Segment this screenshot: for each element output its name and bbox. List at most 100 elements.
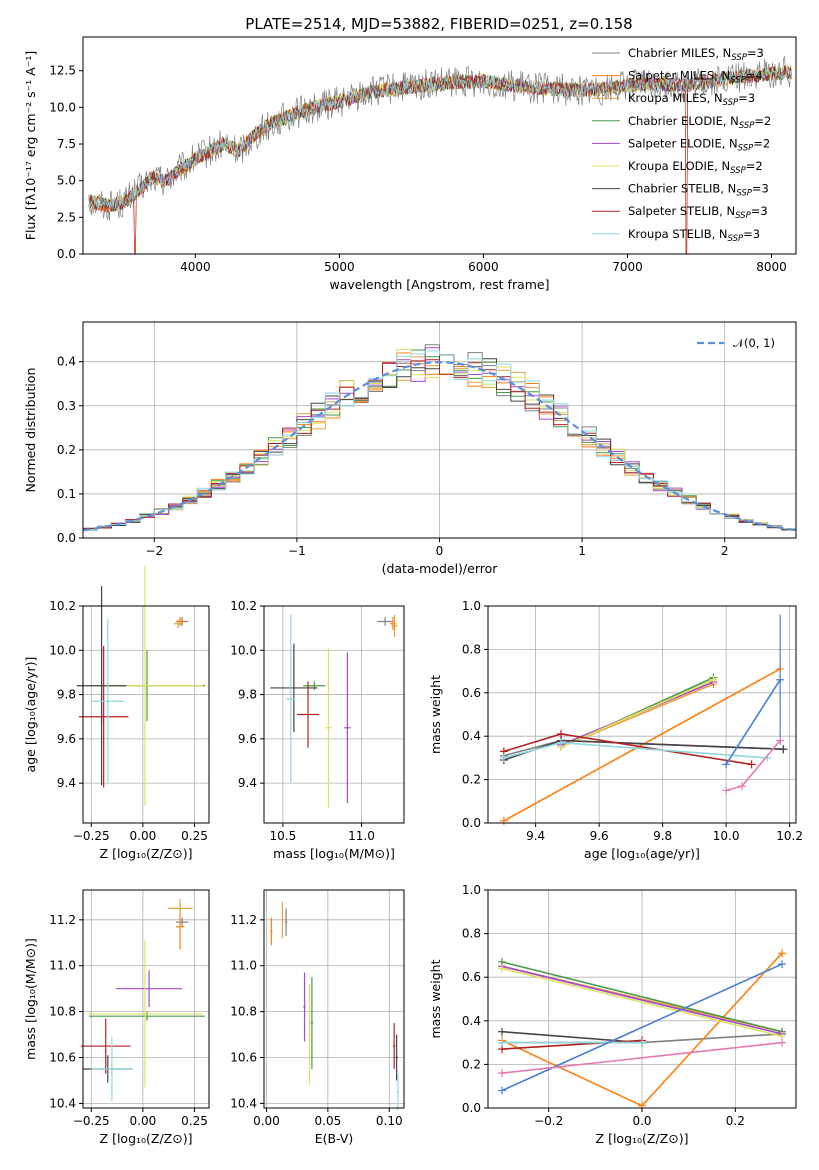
y-tick-label: 0.3 (57, 399, 76, 413)
plot-area (80, 899, 205, 1102)
x-tick-label: 10.2 (776, 829, 803, 843)
weight-marker (557, 730, 566, 739)
weight-marker (778, 949, 786, 958)
x-tick-label: 0.25 (181, 829, 208, 843)
x-tick-label: 6000 (468, 260, 499, 274)
legend-entry: Salpeter ELODIE, NSSP=2 (628, 136, 770, 153)
weight-marker (776, 736, 785, 745)
legend-nssp: =4 (746, 69, 763, 83)
x-axis-label: (data-model)/error (382, 561, 499, 576)
x-tick-label: 0.00 (253, 1114, 280, 1128)
y-tick-label: 10.4 (49, 1096, 76, 1110)
weight-marker (778, 1038, 786, 1047)
x-tick-label: 2 (721, 544, 729, 558)
plot-area (82, 344, 797, 532)
x-tick-label: 5000 (324, 260, 355, 274)
weight-marker (498, 1038, 506, 1047)
series-chabrier-stelib (88, 65, 792, 212)
chart-mass-vs-Z: −0.25 0.00 0.25 10.4 10.6 10.8 11.0 11.2 Z [log₁… (23, 889, 210, 1146)
legend-subscript: SSP (738, 143, 754, 153)
legend-nssp: =2 (746, 159, 763, 173)
plot-area (499, 614, 788, 825)
y-tick-label: 10.6 (49, 1051, 76, 1065)
x-tick-label: −2 (145, 544, 163, 558)
legend-entry: Kroupa STELIB, NSSP=3 (628, 227, 760, 244)
axes-frame (82, 36, 797, 255)
x-tick-label: 9.6 (590, 829, 609, 843)
legend-entry: Salpeter MILES, NSSP=4 (628, 69, 763, 86)
legend-nssp: =3 (747, 46, 764, 60)
y-tick-label: 0.6 (462, 686, 481, 700)
x-tick-label: 4000 (180, 260, 211, 274)
legend-subscript: SSP (731, 53, 747, 63)
y-tick-label: 0.1 (57, 487, 76, 501)
y-tick-label: 10.4 (230, 1096, 257, 1110)
x-tick-label: 0.10 (376, 1114, 403, 1128)
y-tick-label: 2.5 (57, 210, 76, 224)
y-tick-label: 11.0 (230, 959, 257, 973)
y-tick-label: 0.8 (462, 642, 481, 656)
x-tick-label: −0.25 (73, 829, 110, 843)
y-tick-label: 9.4 (57, 776, 76, 790)
x-tick-label: −0.25 (73, 1114, 110, 1128)
legend-subscript: SSP (735, 211, 751, 221)
y-tick-label: 0.0 (462, 816, 481, 830)
weight-marker (779, 745, 788, 754)
series-kroupa-stelib (88, 66, 792, 211)
legend-nssp: =3 (738, 91, 755, 105)
weight-line (501, 1041, 783, 1074)
y-tick-label: 9.6 (57, 732, 76, 746)
y-tick-label: 10.2 (49, 599, 76, 613)
y-axis-label: mass [log₁₀(M/M⊙)] (23, 938, 38, 1060)
y-tick-label: 0.6 (462, 970, 481, 984)
x-tick-label: 1 (578, 544, 586, 558)
x-tick-label: 9.8 (653, 829, 672, 843)
weight-line (560, 679, 714, 748)
legend-nssp: =3 (752, 182, 769, 196)
chart-age-vs-mass: 10.5 11.0 9.4 9.6 9.8 10.0 10.2 mass [log₁₀(M/M… (230, 599, 405, 861)
weight-line (503, 739, 784, 761)
legend-subscript: SSP (728, 234, 744, 244)
y-tick-label: 0.2 (462, 773, 481, 787)
weight-marker (498, 1069, 506, 1078)
legend-nssp: =2 (754, 114, 771, 128)
chart-spectrum: 4000 5000 6000 7000 8000 0.0 2.5 5.0 7.5 10.0 12.5… (23, 36, 797, 292)
y-tick-label: 11.2 (230, 913, 257, 927)
legend-subscript: SSP (739, 121, 755, 131)
y-tick-label: 0.4 (462, 1014, 481, 1028)
x-tick-label: 0.0 (632, 1114, 651, 1128)
legend-nssp: =3 (743, 227, 760, 241)
weight-marker (722, 760, 731, 769)
weight-marker (498, 1027, 506, 1036)
y-tick-label: 1.0 (462, 599, 481, 613)
legend-nssp: =3 (751, 204, 768, 218)
weight-marker (498, 1086, 506, 1095)
chart-residuals: −2 −1 0 1 2 0.0 0.1 0.2 0.3 0.4 (data-model)/error… (23, 321, 797, 576)
weight-marker (499, 753, 508, 762)
chart-age-vs-Z: −0.25 0.00 0.25 9.4 9.6 9.8 10.0 10.2 Z [log₁₀(Z… (23, 566, 210, 861)
weight-marker (778, 960, 786, 969)
y-tick-label: 0.2 (57, 443, 76, 457)
x-tick-label: 10.0 (713, 829, 740, 843)
y-tick-label: 1.0 (462, 883, 481, 897)
x-axis-label: Z [log₁₀(Z/Z⊙)] (100, 1131, 193, 1146)
x-tick-label: 7000 (612, 260, 643, 274)
legend-entry: Chabrier ELODIE, NSSP=2 (628, 114, 771, 131)
axes-frame (487, 605, 797, 824)
y-tick-label: 10.2 (230, 599, 257, 613)
y-tick-label: 10.8 (49, 1005, 76, 1019)
x-tick-label: 0.00 (130, 829, 157, 843)
y-tick-label: 10.0 (49, 100, 76, 114)
histogram-salpeter-stelib (83, 359, 796, 530)
y-axis-label: age [log₁₀(age/yr)] (23, 657, 38, 773)
plot-area (498, 949, 786, 1110)
x-tick-label: 9.4 (526, 829, 545, 843)
y-tick-label: 9.6 (238, 732, 257, 746)
weight-marker (638, 1038, 646, 1047)
legend-entry: Kroupa ELODIE, NSSP=2 (628, 159, 763, 176)
weight-marker (722, 786, 731, 795)
y-tick-label: 7.5 (57, 137, 76, 151)
legend-entry: Chabrier STELIB, NSSP=3 (628, 182, 769, 199)
x-axis-label: Z [log₁₀(Z/Z⊙)] (596, 1131, 689, 1146)
y-tick-label: 0.4 (462, 729, 481, 743)
